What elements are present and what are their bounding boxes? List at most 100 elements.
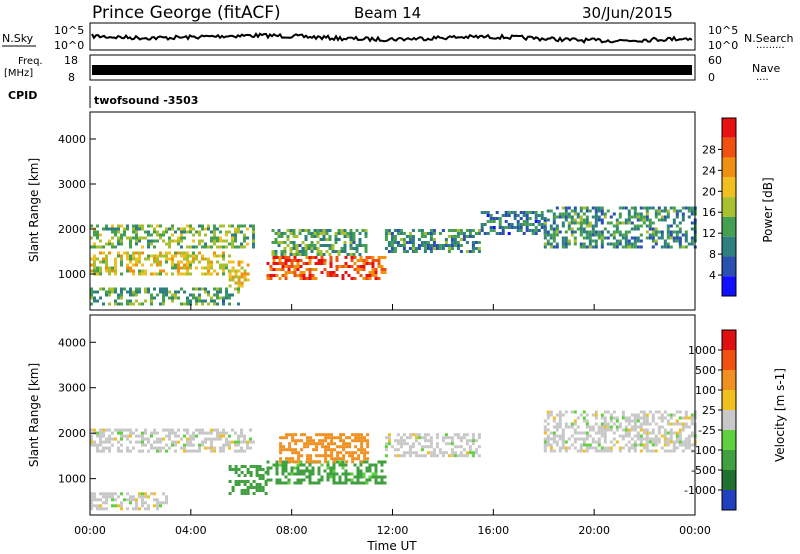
echo-cell-3: [359, 469, 363, 473]
echo-cell-2: [135, 227, 138, 231]
echo-cell-0: [105, 290, 108, 294]
echo-cell-3: [278, 463, 282, 467]
echo-cell-8: [567, 221, 571, 225]
echo-cell-8: [639, 224, 643, 228]
echo-cell-6: [645, 431, 649, 435]
echo-cell-7: [489, 217, 493, 220]
echo-cell-7: [480, 223, 484, 226]
echo-cell-4: [324, 433, 328, 437]
echo-cell-2: [231, 245, 234, 249]
echo-cell-2: [90, 224, 93, 228]
echo-cell-5: [364, 232, 368, 235]
echo-cell-5: [325, 229, 329, 232]
echo-cell-4: [354, 445, 358, 449]
echo-cell-1: [225, 437, 228, 441]
echo-cell-1: [207, 269, 210, 273]
echo-cell-2: [234, 480, 238, 483]
echo-cell-4: [302, 262, 306, 265]
echo-cell-6: [618, 449, 622, 453]
echo-cell-4: [345, 436, 349, 440]
echo-cell-6: [618, 422, 622, 426]
echo-cell-3: [293, 472, 297, 476]
echo-cell-3: [380, 475, 384, 479]
echo-cell-6: [447, 229, 451, 232]
echo-cell-1: [210, 272, 213, 276]
echo-cell-7: [540, 217, 544, 220]
echo-cell-5: [462, 454, 466, 458]
echo-cell-3: [278, 481, 282, 485]
echo-cell-1: [168, 446, 171, 450]
echo-cell-1: [159, 440, 162, 444]
x-tick-label-5: 20:00: [578, 524, 610, 537]
echo-cell-7: [483, 223, 487, 226]
echo-cell-2: [252, 492, 256, 495]
echo-cell-2: [264, 483, 268, 486]
echo-cell-6: [477, 229, 481, 232]
echo-cell-5: [349, 244, 353, 247]
echo-cell-0: [198, 287, 201, 291]
echo-cell-5: [414, 433, 418, 437]
echo-cell-4: [306, 445, 310, 449]
echo-cell-8: [684, 230, 688, 234]
echo-cell-3: [383, 475, 387, 479]
echo-cell-8: [621, 245, 625, 249]
echo-cell-8: [579, 224, 583, 228]
echo-cell-3: [332, 469, 336, 473]
echo-cell-3: [237, 269, 241, 273]
echo-cell-2: [147, 245, 150, 249]
echo-cell-8: [600, 233, 604, 237]
echo-cell-4: [294, 439, 298, 443]
echo-cell-6: [474, 247, 478, 250]
echo-cell-6: [612, 431, 616, 435]
echo-cell-0: [132, 302, 135, 306]
echo-cell-6: [627, 446, 631, 450]
echo-cell-2: [129, 236, 132, 240]
echo-cell-2: [249, 224, 252, 228]
echo-cell-6: [615, 425, 619, 429]
echo-cell-2: [120, 233, 123, 237]
echo-cell-3: [356, 481, 360, 485]
echo-cell-4: [333, 448, 337, 452]
echo-cell-8: [600, 221, 604, 225]
echo-cell-5: [292, 244, 296, 247]
echo-cell-1: [153, 260, 156, 264]
echo-cell-8: [579, 221, 583, 225]
echo-cell-6: [549, 446, 553, 450]
echo-cell-5: [453, 445, 457, 449]
echo-cell-1: [120, 449, 123, 453]
echo-cell-8: [624, 206, 628, 210]
echo-cell-6: [603, 425, 607, 429]
echo-cell-6: [624, 434, 628, 438]
echo-cell-1: [120, 443, 123, 447]
echo-cell-0: [213, 299, 216, 303]
echo-cell-5: [399, 454, 403, 458]
echo-cell-6: [543, 428, 547, 432]
echo-cell-0: [135, 293, 138, 297]
echo-cell-1: [159, 263, 162, 267]
echo-cell-8: [669, 236, 673, 240]
echo-cell-2: [231, 239, 234, 243]
echo-cell-6: [543, 443, 547, 447]
echo-cell-0: [144, 299, 147, 303]
echo-cell-6: [429, 238, 433, 241]
echo-cell-7: [480, 226, 484, 229]
echo-cell-6: [657, 428, 661, 432]
echo-cell-0: [138, 290, 141, 294]
echo-cell-0: [171, 293, 174, 297]
echo-cell-6: [477, 241, 481, 244]
echo-cell-0: [207, 290, 210, 294]
echo-cell-8: [594, 209, 598, 213]
echo-cell-8: [594, 215, 598, 219]
echo-cell-4: [294, 460, 298, 464]
echo-cell-6: [687, 446, 691, 450]
echo-cell-6: [594, 446, 598, 450]
echo-cell-1: [150, 434, 153, 438]
echo-cell-0: [120, 302, 123, 306]
echo-cell-1: [126, 266, 129, 270]
echo-cell-0: [216, 290, 219, 294]
echo-cell-1: [219, 254, 222, 258]
echo-cell-0: [162, 293, 165, 297]
echo-cell-4: [299, 259, 303, 262]
echo-cell-3: [332, 475, 336, 479]
echo-cell-8: [618, 242, 622, 246]
